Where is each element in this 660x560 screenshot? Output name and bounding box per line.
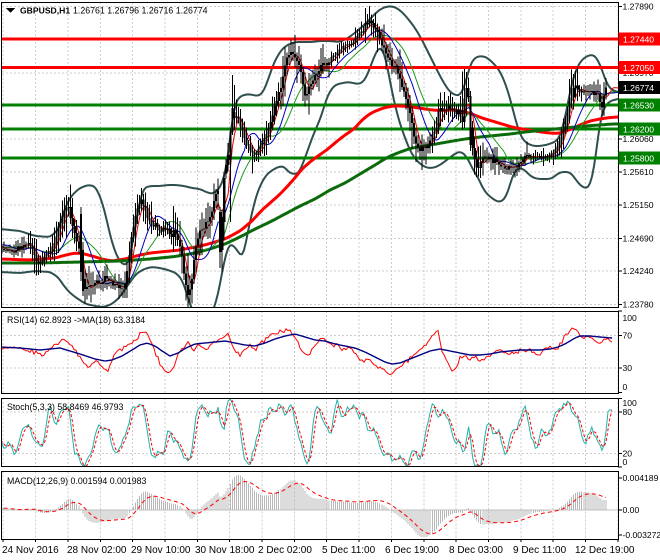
svg-text:1.25800: 1.25800: [623, 154, 654, 164]
svg-text:20: 20: [623, 448, 633, 458]
svg-text:MACD(12,26,9) 0.001594 0.00198: MACD(12,26,9) 0.001594 0.001983: [7, 476, 146, 486]
svg-text:GBPUSD,H1: GBPUSD,H1: [20, 6, 70, 16]
svg-text:100: 100: [623, 398, 638, 408]
svg-text:30 Nov 18:00: 30 Nov 18:00: [195, 545, 255, 556]
svg-text:1.26200: 1.26200: [623, 124, 654, 134]
svg-text:1.26530: 1.26530: [623, 101, 654, 111]
svg-text:1.25150: 1.25150: [623, 200, 654, 210]
svg-text:8 Dec 03:00: 8 Dec 03:00: [449, 545, 503, 556]
svg-text:30: 30: [623, 363, 633, 373]
svg-text:0: 0: [623, 382, 628, 392]
svg-text:0: 0: [623, 457, 628, 467]
svg-text:5 Dec 11:00: 5 Dec 11:00: [322, 545, 376, 556]
svg-text:1.24690: 1.24690: [623, 234, 654, 244]
svg-text:9 Dec 11:00: 9 Dec 11:00: [513, 545, 567, 556]
svg-text:1.26761 1.26796 1.26716 1.2677: 1.26761 1.26796 1.26716 1.26774: [73, 6, 208, 16]
svg-text:29 Nov 10:00: 29 Nov 10:00: [131, 545, 191, 556]
svg-text:80: 80: [623, 407, 633, 417]
svg-text:1.26774: 1.26774: [623, 83, 654, 93]
svg-text:0.004189: 0.004189: [623, 473, 659, 483]
svg-text:1.25610: 1.25610: [623, 167, 654, 177]
svg-text:1.23780: 1.23780: [623, 300, 654, 310]
svg-text:12 Dec 19:00: 12 Dec 19:00: [575, 545, 635, 556]
svg-text:RSI(14) 62.8923 ->MA(18) 63.3: RSI(14) 62.8923 ->MA(18) 63.3184: [7, 315, 145, 325]
svg-text:1.24240: 1.24240: [623, 266, 654, 276]
svg-text:24 Nov 2016: 24 Nov 2016: [2, 545, 59, 556]
svg-text:100: 100: [623, 313, 638, 323]
svg-text:1.27050: 1.27050: [623, 63, 654, 73]
svg-text:1.27440: 1.27440: [623, 35, 654, 45]
svg-text:Stoch(5,3,3) 58,8469 46.9793: Stoch(5,3,3) 58,8469 46.9793: [7, 402, 124, 412]
svg-text:1.27890: 1.27890: [623, 1, 654, 11]
svg-text:28 Nov 02:00: 28 Nov 02:00: [67, 545, 127, 556]
svg-text:2 Dec 02:00: 2 Dec 02:00: [258, 545, 312, 556]
svg-text:-0.003272: -0.003272: [623, 530, 660, 540]
svg-text:6 Dec 19:00: 6 Dec 19:00: [385, 545, 439, 556]
svg-text:1.26060: 1.26060: [623, 134, 654, 144]
svg-text:70: 70: [623, 331, 633, 341]
svg-text:0.00: 0.00: [623, 505, 640, 515]
